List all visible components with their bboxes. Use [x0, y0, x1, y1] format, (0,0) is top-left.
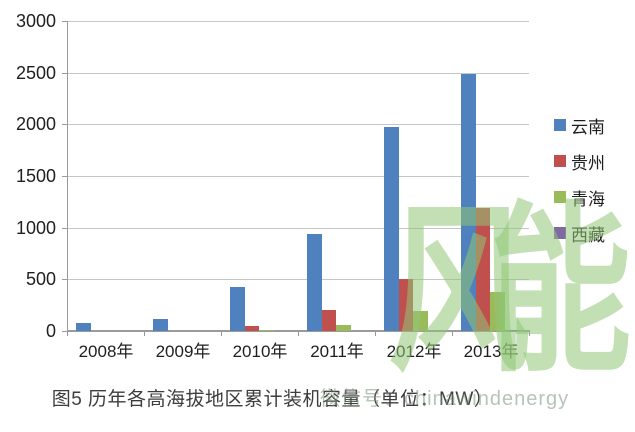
y-axis-tick	[62, 331, 67, 332]
y-axis-tick	[62, 279, 67, 281]
bar-青海-2010年	[259, 329, 274, 331]
x-axis-tick	[144, 332, 145, 336]
y-axis-tick-label: 1500	[15, 166, 56, 186]
x-axis-tick	[67, 332, 68, 336]
chart-legend: 云南 贵州 青海 西藏	[554, 114, 605, 258]
x-axis-tick	[221, 332, 222, 336]
gridline	[67, 176, 529, 177]
bar-贵州-2011年	[321, 310, 336, 331]
legend-item-西藏: 西藏	[554, 222, 605, 245]
y-axis-tick	[62, 124, 67, 126]
bar-西藏-2013年	[504, 330, 519, 331]
bar-云南-2012年	[384, 127, 399, 331]
y-axis-tick-label: 0	[45, 321, 56, 341]
y-axis-tick-label: 2500	[15, 62, 56, 83]
legend-swatch-icon	[554, 191, 566, 203]
y-axis-tick	[62, 21, 67, 22]
legend-item-青海: 青海	[554, 186, 605, 209]
x-axis-category-label: 2010年	[232, 342, 288, 361]
gridline	[67, 72, 529, 74]
legend-label: 西藏	[571, 225, 605, 245]
chart-caption: 图5 历年各高海拔地区累计装机容量（单位：MW）	[51, 389, 494, 410]
gridline	[67, 279, 529, 281]
gridline	[67, 124, 529, 126]
x-axis-tick	[452, 332, 453, 336]
legend-swatch-icon	[554, 227, 566, 239]
legend-label: 云南	[571, 117, 605, 137]
y-axis-tick	[62, 227, 67, 229]
bar-贵州-2012年	[398, 279, 413, 331]
legend-label: 贵州	[571, 153, 605, 173]
y-axis-tick-label: 500	[25, 269, 56, 290]
y-axis-tick-label: 3000	[15, 11, 56, 31]
x-axis-tick	[298, 332, 299, 336]
legend-label: 青海	[571, 189, 605, 209]
x-axis-category-label: 2009年	[155, 342, 211, 361]
bar-云南-2008年	[76, 323, 91, 331]
bar-青海-2011年	[336, 324, 351, 331]
bar-青海-2013年	[490, 291, 505, 331]
y-axis-tick	[62, 176, 67, 177]
legend-item-云南: 云南	[554, 114, 605, 137]
x-axis-line	[67, 330, 530, 332]
bar-贵州-2013年	[475, 208, 490, 331]
x-axis-category-label: 2013年	[463, 342, 519, 361]
gridline	[67, 21, 529, 22]
y-axis-tick-label: 1000	[15, 217, 56, 238]
bar-青海-2012年	[413, 311, 428, 331]
gridline	[67, 227, 529, 229]
legend-swatch-icon	[554, 119, 566, 131]
y-axis-tick	[62, 72, 67, 74]
bar-云南-2013年	[461, 73, 476, 331]
y-axis-line	[67, 21, 68, 331]
y-axis-tick-label: 2000	[15, 114, 56, 135]
x-axis-category-label: 2012年	[386, 342, 442, 361]
legend-swatch-icon	[554, 155, 566, 167]
bar-云南-2010年	[230, 286, 245, 331]
x-axis-category-label: 2011年	[310, 342, 364, 361]
legend-item-贵州: 贵州	[554, 150, 605, 173]
bar-云南-2009年	[153, 318, 168, 331]
x-axis-category-label: 2008年	[78, 342, 134, 361]
x-axis-tick	[529, 332, 530, 336]
bar-云南-2011年	[307, 233, 322, 331]
x-axis-tick	[375, 332, 376, 336]
bar-贵州-2010年	[244, 326, 259, 331]
